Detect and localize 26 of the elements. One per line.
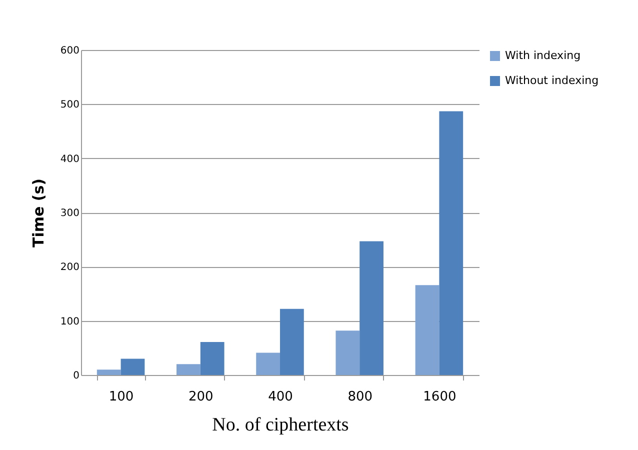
- x-tick-label: 200: [188, 390, 214, 404]
- bar: [256, 352, 280, 375]
- y-tick-label: 200: [60, 262, 80, 274]
- x-tick-label: 1600: [423, 390, 456, 404]
- bar: [176, 364, 200, 375]
- y-tick-label: 300: [60, 208, 80, 219]
- bar: [415, 285, 440, 375]
- x-tick-label: 800: [348, 390, 373, 404]
- y-axis-title: Time (s): [29, 178, 48, 248]
- y-tick-label: 400: [60, 154, 80, 165]
- bar: [280, 308, 304, 375]
- legend-label: With indexing: [505, 49, 581, 62]
- bar: [439, 111, 464, 375]
- bar: [120, 358, 145, 375]
- y-tick-label: 100: [60, 316, 80, 328]
- y-tick-label: 500: [60, 100, 80, 111]
- x-tick-label: 100: [108, 390, 134, 404]
- bar: [200, 342, 224, 375]
- x-axis-title: No. of ciphertexts: [212, 414, 349, 436]
- legend-label: Without indexing: [505, 74, 599, 87]
- bar: [336, 330, 360, 375]
- y-tick-label: 0: [73, 370, 80, 382]
- bar: [360, 241, 384, 375]
- bar: [96, 370, 121, 375]
- x-tick-label: 400: [268, 390, 293, 404]
- y-tick-label: 600: [60, 46, 80, 56]
